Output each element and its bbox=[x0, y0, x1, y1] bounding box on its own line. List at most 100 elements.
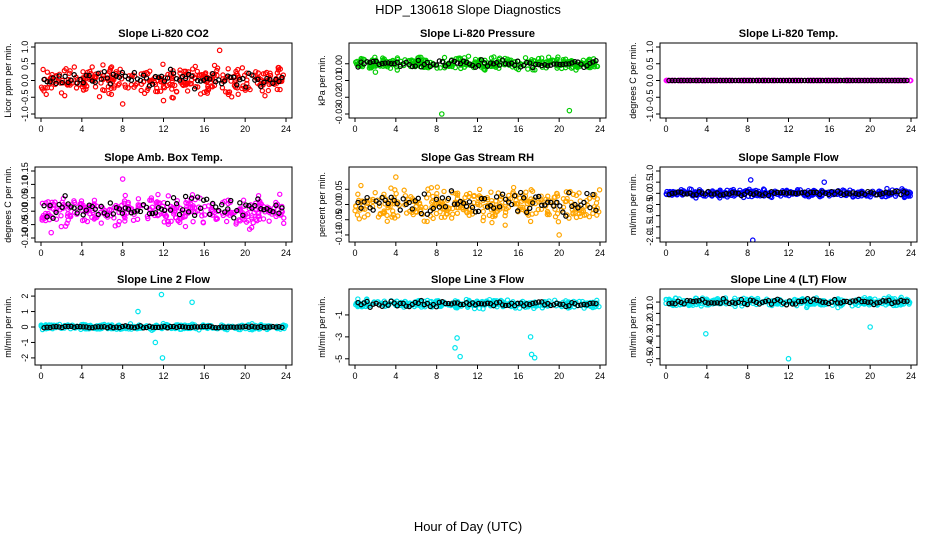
reference-point bbox=[720, 191, 726, 198]
reference-point bbox=[361, 199, 367, 205]
data-point bbox=[372, 189, 378, 196]
data-point bbox=[165, 221, 172, 227]
reference-point bbox=[539, 62, 545, 69]
reference-point bbox=[539, 202, 545, 208]
data-point bbox=[202, 212, 208, 218]
data-point bbox=[86, 204, 93, 211]
reference-point bbox=[258, 83, 264, 90]
data-point bbox=[115, 82, 121, 88]
data-point bbox=[570, 210, 576, 216]
data-point bbox=[194, 68, 200, 75]
x-tick-label: 8 bbox=[745, 371, 750, 381]
reference-point bbox=[865, 77, 871, 84]
outlier-point bbox=[749, 237, 756, 242]
reference-point bbox=[146, 323, 153, 329]
reference-point bbox=[155, 74, 162, 80]
reference-point bbox=[125, 206, 132, 212]
data-point bbox=[223, 218, 230, 225]
y-tick-label: 1.0 bbox=[20, 41, 30, 54]
y-tick-label: -1.0 bbox=[645, 106, 655, 122]
data-point bbox=[184, 204, 190, 210]
reference-point bbox=[203, 196, 210, 202]
data-point bbox=[246, 226, 253, 232]
y-tick-label: -0.05 bbox=[20, 214, 30, 235]
reference-point bbox=[176, 77, 183, 83]
data-point bbox=[529, 188, 536, 194]
data-point bbox=[454, 195, 461, 202]
reference-point bbox=[789, 301, 796, 307]
series-points bbox=[663, 294, 913, 362]
reference-point bbox=[575, 302, 581, 309]
reference-point bbox=[536, 299, 542, 305]
reference-point bbox=[675, 77, 681, 84]
data-point bbox=[434, 184, 441, 190]
reference-point bbox=[101, 324, 107, 330]
reference-point bbox=[835, 77, 841, 84]
reference-point bbox=[810, 77, 817, 84]
reference-point bbox=[131, 325, 138, 331]
y-tick-label: -0.2 bbox=[645, 317, 655, 333]
data-point bbox=[384, 218, 390, 224]
reference-point bbox=[228, 324, 234, 330]
data-point bbox=[395, 213, 401, 219]
data-point bbox=[592, 191, 598, 198]
x-tick-label: 12 bbox=[783, 248, 793, 258]
x-tick-label: 16 bbox=[199, 248, 209, 258]
reference-point bbox=[391, 300, 397, 306]
data-point bbox=[135, 196, 142, 202]
data-point bbox=[208, 83, 214, 89]
reference-point bbox=[490, 61, 497, 67]
reference-point bbox=[436, 204, 443, 210]
reference-point bbox=[240, 212, 246, 218]
data-point bbox=[531, 305, 537, 312]
data-point bbox=[116, 209, 122, 216]
reference-point bbox=[557, 203, 563, 209]
reference-point bbox=[481, 196, 488, 202]
reference-point bbox=[850, 77, 856, 84]
x-tick-label: 8 bbox=[434, 124, 439, 134]
data-point bbox=[358, 55, 364, 62]
reference-point bbox=[143, 324, 150, 331]
data-point bbox=[457, 55, 463, 61]
x-tick-label: 8 bbox=[120, 371, 125, 381]
reference-point bbox=[828, 299, 835, 305]
reference-point bbox=[370, 301, 376, 307]
reference-point bbox=[593, 207, 599, 214]
reference-point bbox=[50, 324, 56, 330]
x-axis-label: Hour of Day (UTC) bbox=[414, 519, 522, 534]
reference-point bbox=[865, 299, 871, 305]
reference-point bbox=[128, 324, 135, 330]
y-tick-label: -0.5 bbox=[645, 89, 655, 105]
data-point bbox=[177, 67, 183, 73]
outlier-point bbox=[48, 229, 55, 236]
reference-point bbox=[735, 299, 742, 306]
y-tick-label: 0.05 bbox=[20, 189, 30, 207]
reference-point bbox=[560, 209, 566, 215]
reference-point bbox=[80, 79, 86, 86]
reference-point bbox=[699, 77, 705, 84]
reference-point bbox=[729, 299, 736, 305]
reference-point bbox=[370, 207, 376, 213]
reference-point bbox=[113, 73, 120, 79]
reference-point bbox=[62, 73, 68, 80]
reference-point bbox=[545, 63, 551, 69]
reference-point bbox=[771, 77, 778, 84]
reference-point bbox=[804, 295, 811, 302]
reference-point bbox=[276, 210, 282, 216]
data-point bbox=[152, 208, 159, 214]
plot-frame bbox=[348, 288, 607, 366]
reference-point bbox=[581, 199, 587, 206]
data-point bbox=[424, 195, 430, 201]
reference-point bbox=[720, 77, 726, 84]
reference-point bbox=[859, 298, 865, 305]
y-axis-label: percent per min. bbox=[317, 172, 327, 237]
reference-point bbox=[892, 188, 898, 195]
reference-point bbox=[68, 323, 74, 330]
reference-point bbox=[216, 77, 222, 83]
reference-point bbox=[517, 189, 524, 196]
outlier-point bbox=[556, 232, 562, 238]
reference-point bbox=[493, 194, 500, 200]
y-tick-label: 0.15 bbox=[20, 162, 30, 180]
reference-point bbox=[838, 77, 844, 84]
